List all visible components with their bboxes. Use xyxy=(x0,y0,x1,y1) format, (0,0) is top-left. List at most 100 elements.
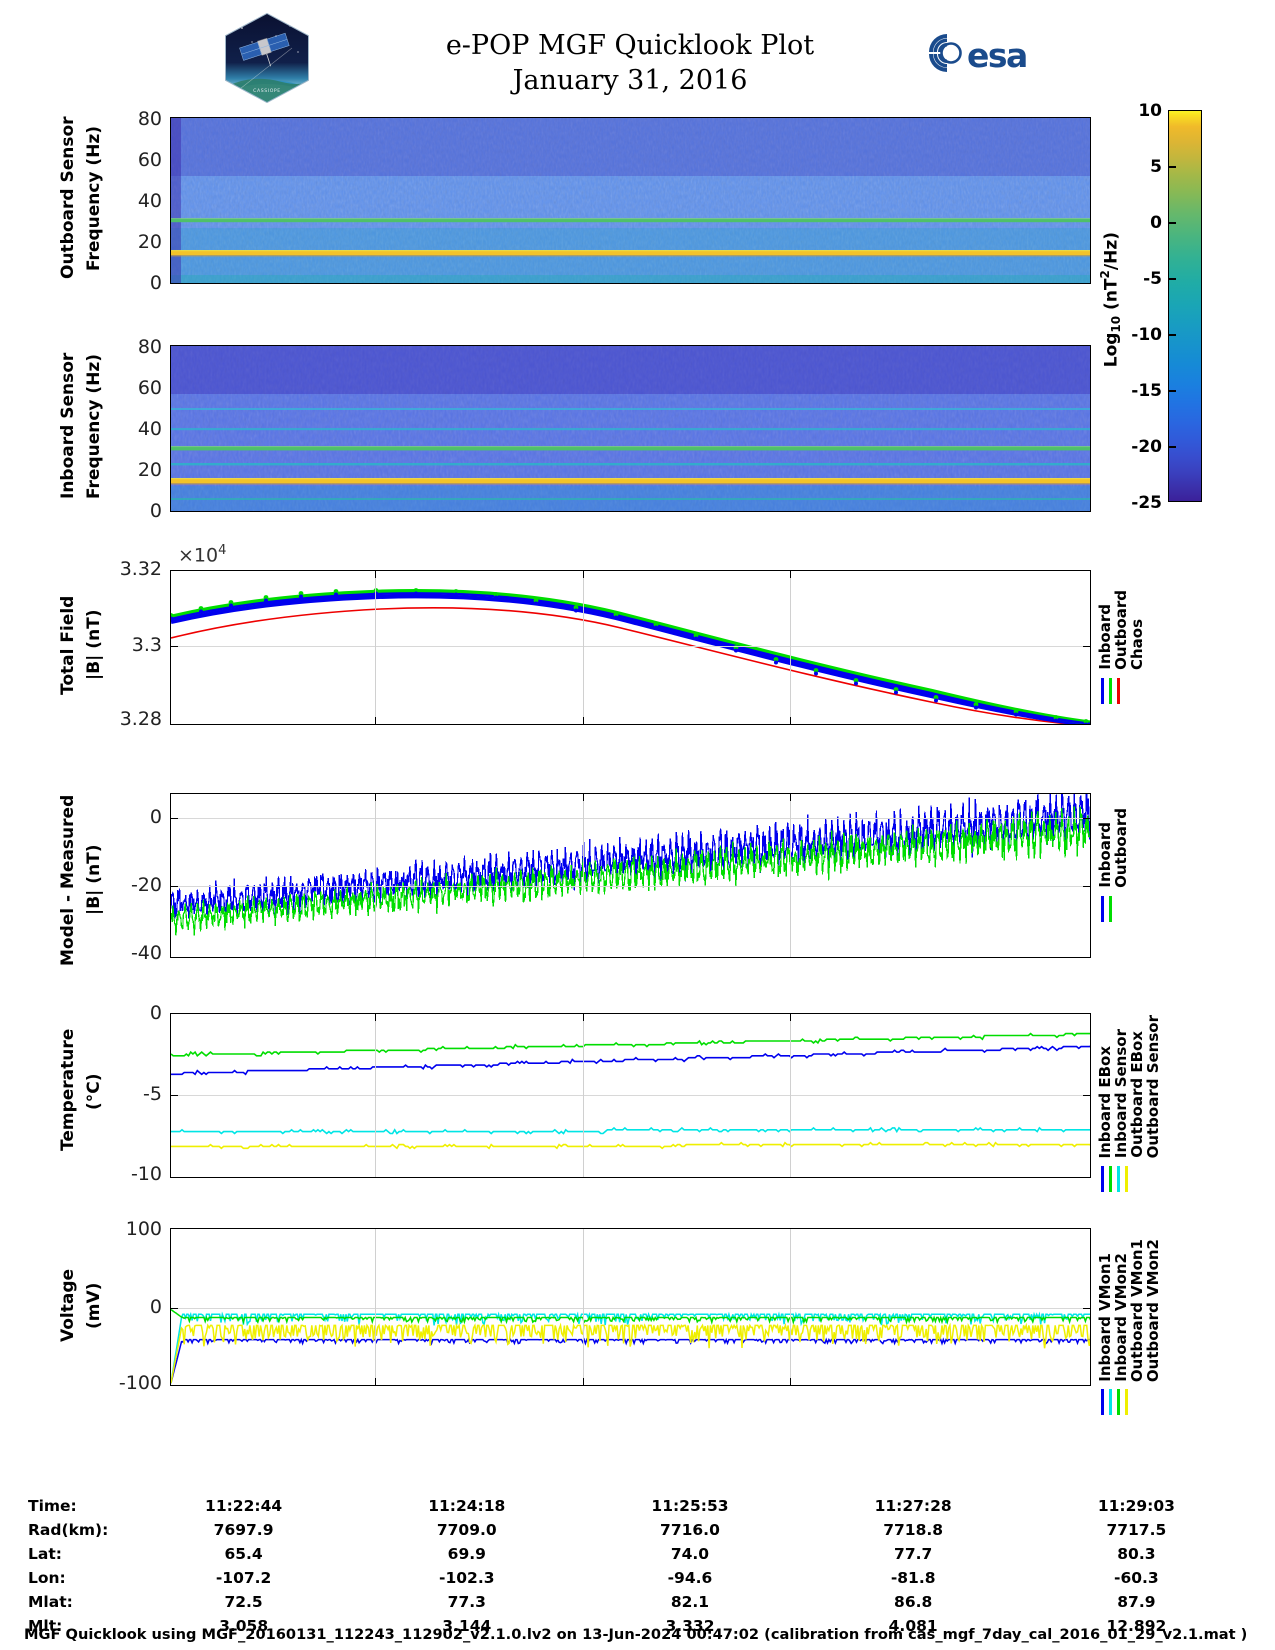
voltage-ylabel-a: Voltage xyxy=(58,1268,78,1342)
table-cell: 77.3 xyxy=(447,1593,486,1611)
outboard-sensor-spectrogram[interactable] xyxy=(170,117,1091,284)
axis-tick xyxy=(583,794,585,801)
total-field-ytick: 3.32 xyxy=(119,558,162,580)
total-field-exponent: ×104 xyxy=(178,543,227,567)
total-field-ytick: 3.3 xyxy=(131,634,162,656)
legend-label: Outboard xyxy=(1112,590,1130,670)
inboard-spec-ytick: 0 xyxy=(149,500,162,522)
voltage-ytick: -100 xyxy=(118,1372,162,1394)
legend-swatch-outboard-vmon2 xyxy=(1125,1389,1128,1415)
outboard-spec-ytick: 80 xyxy=(137,108,162,130)
axis-tick xyxy=(171,818,178,820)
legend-swatch-inboard-vmon2 xyxy=(1109,1389,1112,1415)
ephemeris-table: Time: 11:22:44 11:24:18 11:25:53 11:27:28 11:… xyxy=(28,1494,1248,1638)
temperature-ytick: 0 xyxy=(149,1002,162,1024)
table-cell: 7697.9 xyxy=(213,1521,274,1539)
colorbar-tickmark xyxy=(1168,334,1176,336)
colorbar-tick-1: 5 xyxy=(1150,157,1162,177)
axis-tick xyxy=(790,717,792,724)
axis-tick xyxy=(583,571,585,578)
temperature-traces xyxy=(171,1032,1090,1150)
legend-label: Inboard Sensor xyxy=(1112,1028,1130,1158)
table-row-label: Mlt: xyxy=(28,1617,63,1635)
table-cell: 12.892 xyxy=(1106,1617,1167,1635)
table-cell: 87.9 xyxy=(1117,1593,1156,1611)
gridline-vertical xyxy=(583,794,584,957)
temperature-ytick: -10 xyxy=(130,1163,162,1185)
axis-tick xyxy=(583,1014,585,1021)
legend-swatch-chaos xyxy=(1117,678,1120,704)
legend-swatch-inboard-sensor xyxy=(1109,1166,1112,1192)
total-field-plot[interactable] xyxy=(170,570,1091,725)
inboard-spec-ytick: 60 xyxy=(137,377,162,399)
table-cell: 11:22:44 xyxy=(205,1497,283,1515)
model-measured-ytick: -20 xyxy=(130,874,162,896)
gridline-vertical xyxy=(583,1229,584,1385)
axis-tick xyxy=(1083,646,1090,648)
axis-tick xyxy=(790,1014,792,1021)
page-title: e-POP MGF Quicklook Plot January 31, 201… xyxy=(300,28,960,98)
table-cell: -107.2 xyxy=(215,1569,272,1587)
model-measured-ylabel-a: Model - Measured xyxy=(58,794,78,966)
table-cell: 11:29:03 xyxy=(1097,1497,1175,1515)
colorbar-tickmark xyxy=(1168,446,1176,448)
table-cell: 74.0 xyxy=(670,1545,710,1563)
legend-label: Inboard VMon1 xyxy=(1096,1253,1114,1382)
voltage-plot[interactable] xyxy=(170,1228,1091,1386)
axis-tick xyxy=(375,717,377,724)
table-cell: 7718.8 xyxy=(883,1521,944,1539)
axis-tick xyxy=(375,1014,377,1021)
colorbar-tickmark xyxy=(1168,222,1176,224)
legend-label: Inboard xyxy=(1096,604,1114,670)
table-cell: 82.1 xyxy=(670,1593,710,1611)
inboard-spec-ytick: 20 xyxy=(137,459,162,481)
axis-tick xyxy=(1083,1095,1090,1097)
colorbar-tick-5: -15 xyxy=(1131,381,1162,401)
table-row-label: Mlat: xyxy=(28,1593,73,1611)
inboard-spec-ytick: 80 xyxy=(137,336,162,358)
legend-label: Outboard VMon2 xyxy=(1144,1238,1162,1382)
colorbar-tickmark xyxy=(1168,390,1176,392)
gridline-vertical xyxy=(583,1014,584,1177)
table-cell: 3.332 xyxy=(665,1617,715,1635)
total-field-markers xyxy=(171,588,1089,724)
table-row: Rad(km): 7697.9 7709.0 7716.0 7718.8 7717.5 xyxy=(28,1518,1248,1542)
cassiope-mission-logo: CASSIOPE xyxy=(222,12,312,104)
axis-tick xyxy=(171,1095,178,1097)
outboard-spec-ylabel-b: Frequency (Hz) xyxy=(84,125,104,271)
colorbar-tick-6: -20 xyxy=(1131,437,1162,457)
table-row-label: Rad(km): xyxy=(28,1521,109,1539)
svg-text:CASSIOPE: CASSIOPE xyxy=(253,88,281,94)
total-field-ytick: 3.28 xyxy=(119,708,162,730)
legend-swatch-outboard xyxy=(1109,678,1112,704)
table-cell: -60.3 xyxy=(1114,1569,1159,1587)
gridline-vertical xyxy=(375,571,376,724)
legend-label: Outboard Sensor xyxy=(1144,1014,1162,1158)
colorbar-tick-0: 10 xyxy=(1138,101,1162,121)
outboard-spec-ytick: 20 xyxy=(137,231,162,253)
model-minus-measured-plot[interactable] xyxy=(170,793,1091,958)
table-cell: 69.9 xyxy=(447,1545,486,1563)
legend-swatch-outboard-ebox xyxy=(1117,1166,1120,1192)
legend-label: Outboard EBox xyxy=(1128,1031,1146,1158)
temperature-plot[interactable] xyxy=(170,1013,1091,1178)
table-cell: 7717.5 xyxy=(1106,1521,1167,1539)
inboard-sensor-spectrogram[interactable] xyxy=(170,345,1091,512)
table-cell: -94.6 xyxy=(667,1569,713,1587)
table-row: Lat: 65.4 69.9 74.0 77.7 80.3 xyxy=(28,1542,1248,1566)
legend-swatch-inboard-vmon1 xyxy=(1101,1389,1104,1415)
table-cell: 77.7 xyxy=(894,1545,933,1563)
table-cell: 72.5 xyxy=(224,1593,263,1611)
axis-tick xyxy=(790,1378,792,1385)
esa-logo: esa xyxy=(925,30,1045,76)
table-cell: -81.8 xyxy=(890,1569,936,1587)
table-cell: 7709.0 xyxy=(436,1521,497,1539)
residual-traces xyxy=(171,794,1090,936)
inboard-spec-ylabel-a: Inboard Sensor xyxy=(58,352,78,500)
title-line-1: e-POP MGF Quicklook Plot xyxy=(445,30,815,61)
outboard-spec-ytick: 0 xyxy=(149,272,162,294)
outboard-spec-ytick: 40 xyxy=(137,190,162,212)
legend-swatch-outboard-vmon1 xyxy=(1117,1389,1120,1415)
gridline-vertical xyxy=(583,571,584,724)
outboard-spec-ytick: 60 xyxy=(137,149,162,171)
